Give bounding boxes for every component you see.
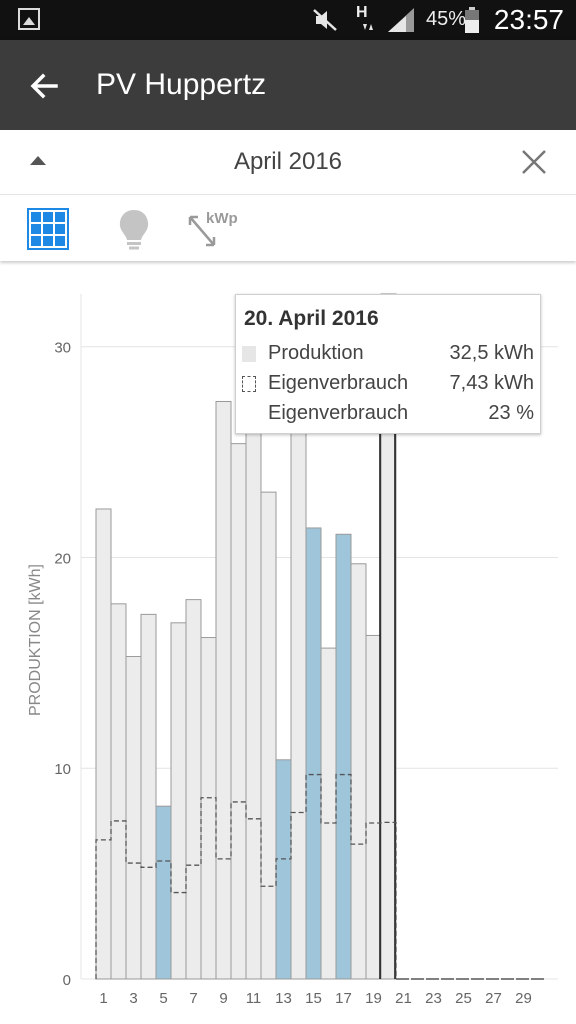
triangle-up-icon[interactable]	[30, 156, 46, 165]
kwp-scale-icon[interactable]: kWp	[184, 207, 248, 251]
x-tick-label: 21	[395, 990, 412, 1007]
tooltip-value: 23 %	[488, 402, 534, 424]
tooltip-label: Produktion	[268, 342, 364, 364]
tooltip-value: 7,43 kWh	[449, 372, 534, 394]
production-bar	[290, 419, 307, 980]
panel-grid-icon[interactable]	[26, 207, 70, 251]
view-toolbar: kWp	[0, 195, 576, 261]
tooltip-row-self-consumption: Eigenverbrauch 7,43 kWh	[242, 372, 534, 398]
production-bar	[140, 613, 157, 980]
x-tick-label: 23	[425, 990, 442, 1007]
production-bar	[305, 527, 322, 980]
month-label[interactable]: April 2016	[233, 148, 343, 175]
self-consumption-step-line	[95, 773, 397, 979]
status-icons	[313, 8, 414, 32]
x-tick-label: 7	[189, 990, 197, 1007]
kwp-label: kWp	[206, 210, 238, 227]
production-bar	[365, 634, 382, 980]
y-tick-label: 10	[54, 761, 71, 778]
tooltip-row-production: Produktion 32,5 kWh	[242, 342, 534, 368]
production-bar	[200, 637, 217, 980]
tooltip-value: 32,5 kWh	[449, 342, 534, 364]
status-bar: H 45% 23:57	[0, 0, 576, 40]
network-arrows-icon	[363, 24, 373, 30]
y-tick-label: 20	[54, 550, 71, 567]
battery-icon	[465, 7, 479, 33]
x-tick-label: 29	[515, 990, 532, 1007]
x-tick-label: 27	[485, 990, 502, 1007]
production-swatch	[242, 346, 256, 362]
production-bar	[245, 419, 262, 980]
self-consumption-swatch	[242, 376, 256, 392]
production-bar	[170, 622, 187, 980]
production-bar	[260, 491, 277, 980]
tooltip-label: Eigenverbrauch	[268, 372, 409, 394]
close-icon[interactable]	[520, 148, 548, 176]
x-tick-label: 17	[335, 990, 352, 1007]
production-bar	[230, 443, 247, 980]
production-bar	[275, 759, 292, 980]
day-tooltip: 20. April 2016 Produktion 32,5 kWh Eigen…	[235, 294, 541, 434]
production-bar	[320, 647, 337, 980]
app-bar: PV Huppertz	[0, 40, 576, 130]
tooltip-label: Eigenverbrauch	[268, 402, 409, 424]
x-tick-label: 13	[275, 990, 292, 1007]
production-bar	[125, 656, 142, 980]
production-bar	[350, 563, 367, 980]
x-tick-label: 1	[99, 990, 107, 1007]
network-type-label: H	[356, 4, 368, 21]
tooltip-title: 20. April 2016	[244, 307, 379, 330]
gallery-notification-icon	[18, 8, 40, 30]
y-tick-label: 30	[54, 340, 71, 357]
arrow-left-icon[interactable]	[26, 68, 62, 104]
production-bar	[95, 508, 112, 980]
x-tick-label: 25	[455, 990, 472, 1007]
production-bar	[155, 805, 172, 980]
mute-icon	[313, 9, 337, 31]
lightbulb-icon[interactable]	[112, 207, 156, 251]
month-selector: April 2016	[0, 130, 576, 195]
production-bar	[110, 603, 127, 980]
x-tick-label: 15	[305, 990, 322, 1007]
page-title: PV Huppertz	[96, 68, 267, 101]
x-tick-label: 11	[246, 990, 262, 1007]
signal-icon	[388, 8, 414, 32]
production-bar	[335, 533, 352, 980]
x-tick-label: 5	[159, 990, 167, 1007]
x-tick-label: 9	[219, 990, 227, 1007]
y-axis-label: PRODUKTION [kWh]	[27, 564, 44, 716]
clock: 23:57	[493, 4, 564, 35]
production-bar	[185, 599, 202, 980]
x-tick-label: 19	[365, 990, 382, 1007]
y-tick-label: 0	[63, 972, 71, 989]
battery-percent: 45%	[426, 8, 467, 30]
tooltip-row-self-consumption-percent: Eigenverbrauch 23 %	[242, 402, 534, 428]
x-tick-label: 3	[129, 990, 137, 1007]
production-bar	[215, 400, 232, 980]
